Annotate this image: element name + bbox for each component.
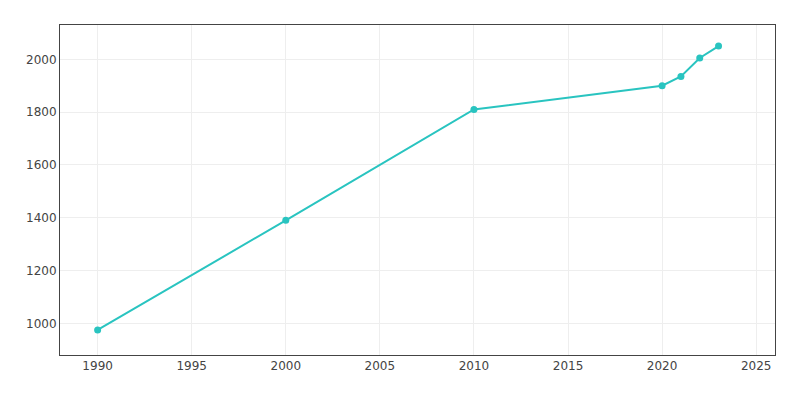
svg-text:1995: 1995 [176, 359, 207, 373]
svg-text:1990: 1990 [82, 359, 113, 373]
svg-text:1800: 1800 [26, 105, 57, 119]
svg-text:2000: 2000 [271, 359, 302, 373]
svg-text:1600: 1600 [26, 158, 57, 172]
svg-text:1400: 1400 [26, 211, 57, 225]
svg-text:2015: 2015 [553, 359, 584, 373]
svg-text:2005: 2005 [365, 359, 396, 373]
svg-text:1000: 1000 [26, 317, 57, 331]
svg-text:2020: 2020 [647, 359, 678, 373]
svg-text:2025: 2025 [741, 359, 772, 373]
svg-text:2000: 2000 [26, 53, 57, 67]
svg-text:2010: 2010 [459, 359, 490, 373]
svg-text:1200: 1200 [26, 264, 57, 278]
